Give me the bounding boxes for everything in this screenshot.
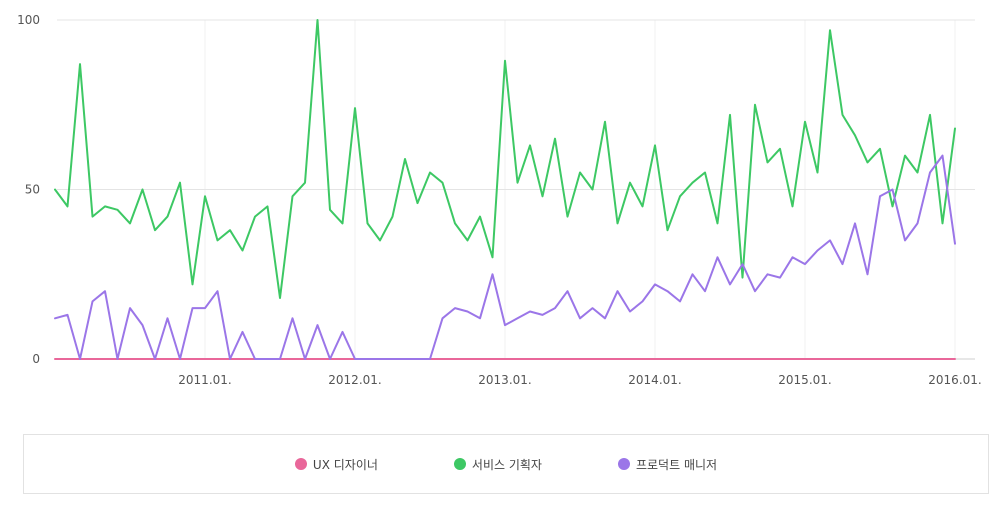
- y-tick-label: 0: [32, 352, 40, 366]
- x-tick-label: 2012.01.: [328, 373, 381, 387]
- chart-legend: UX 디자이너 서비스 기획자 프로덕트 매니저: [23, 434, 989, 494]
- series-line-2: [54, 154, 956, 360]
- line-chart: 0 50 100 2011.01. 2012.01. 2013.01. 2014.01. 20…: [17, 13, 982, 387]
- legend-label-ux-designer: UX 디자이너: [312, 457, 378, 472]
- chart-canvas: 0 50 100 2011.01. 2012.01. 2013.01. 2014.01. 20…: [17, 13, 982, 387]
- x-tick-label: 2015.01.: [778, 373, 831, 387]
- x-tick-label: 2014.01.: [628, 373, 681, 387]
- x-tick-label: 2016.01.: [928, 373, 981, 387]
- y-tick-label: 50: [25, 183, 40, 197]
- x-tick-label: 2011.01.: [178, 373, 231, 387]
- legend-item-product-manager[interactable]: 프로덕트 매니저: [617, 456, 718, 473]
- legend-item-service-planner[interactable]: 서비스 기획자: [453, 456, 542, 473]
- series-line-1: [54, 19, 956, 299]
- x-tick-label: 2013.01.: [478, 373, 531, 387]
- legend-item-ux-designer[interactable]: UX 디자이너: [294, 456, 378, 473]
- legend-label-service-planner: 서비스 기획자: [471, 457, 542, 472]
- legend-dot-ux-designer: [294, 458, 307, 470]
- legend-dot-product-manager: [617, 458, 630, 470]
- legend-dot-service-planner: [453, 458, 466, 470]
- legend-label-product-manager: 프로덕트 매니저: [635, 457, 718, 472]
- y-tick-label: 100: [17, 13, 40, 27]
